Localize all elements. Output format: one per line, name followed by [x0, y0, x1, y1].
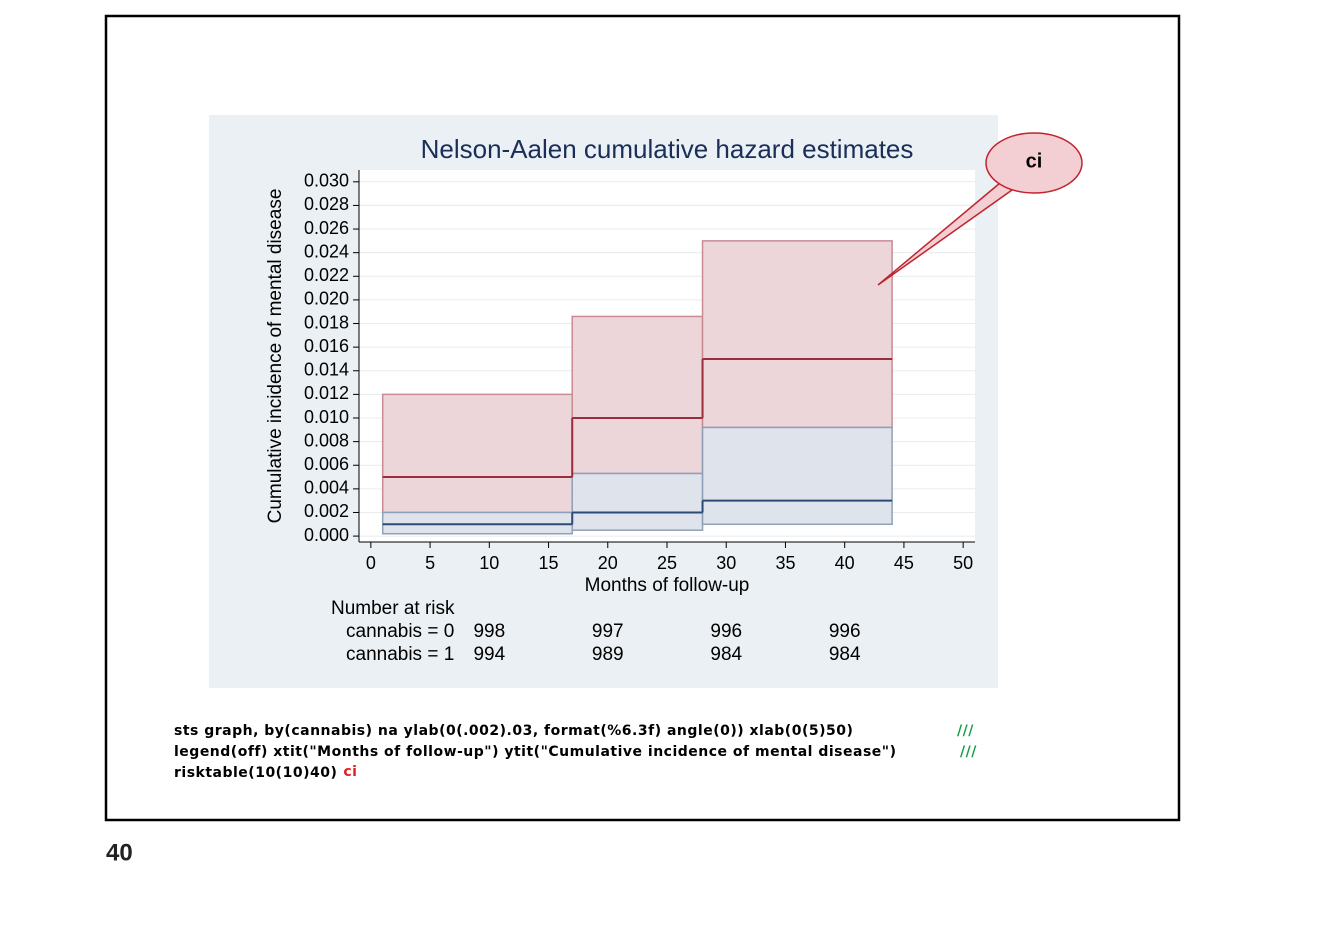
risk-value: 996 [829, 621, 861, 642]
y-tick-label: 0.022 [304, 265, 349, 285]
ci-band [701, 240, 893, 429]
y-tick-label: 0.014 [304, 360, 349, 380]
y-tick-label: 0.016 [304, 336, 349, 356]
risk-table-title: Number at risk [331, 598, 455, 619]
y-tick-label: 0.026 [304, 218, 349, 238]
code-line: risktable(10(10)40) [174, 765, 337, 781]
chart-title: Nelson-Aalen cumulative hazard estimates [421, 134, 914, 164]
risk-value: 984 [829, 644, 861, 665]
y-tick-label: 0.004 [304, 478, 349, 498]
plot [359, 181, 975, 537]
ci-band [381, 393, 573, 514]
risk-value: 989 [592, 644, 624, 665]
y-axis-label: Cumulative incidence of mental disease [265, 189, 286, 524]
risk-value: 998 [473, 621, 505, 642]
y-tick-label: 0.000 [304, 525, 349, 545]
callout-bubble [985, 132, 1083, 194]
page-number: 40 [106, 839, 133, 866]
code-block: sts graph, by(cannabis) na ylab(0(.002).… [174, 723, 977, 781]
callout: ci [877, 132, 1083, 286]
x-axis-label: Months of follow-up [585, 575, 750, 596]
ci-band [571, 315, 704, 475]
code-line: sts graph, by(cannabis) na ylab(0(.002).… [174, 723, 853, 739]
code-continuation: /// [960, 744, 977, 760]
x-tick-label: 45 [894, 553, 914, 573]
risk-value: 994 [473, 644, 505, 665]
y-tick-label: 0.030 [304, 171, 349, 191]
x-tick-label: 15 [539, 553, 559, 573]
y-tick-label: 0.006 [304, 454, 349, 474]
y-tick-label: 0.020 [304, 289, 349, 309]
ci-band [571, 472, 704, 531]
code-continuation: /// [957, 723, 974, 739]
ci-band [701, 426, 893, 526]
code-line: legend(off) xtit("Months of follow-up") … [174, 744, 896, 760]
risk-value: 997 [592, 621, 624, 642]
code-highlight: ci [343, 764, 357, 780]
callout-text: ci [1026, 150, 1043, 172]
y-tick-label: 0.024 [304, 241, 349, 261]
x-tick-label: 20 [598, 553, 618, 573]
risk-value: 984 [710, 644, 742, 665]
x-tick-label: 5 [425, 553, 435, 573]
risk-row-label: cannabis = 1 [346, 644, 454, 665]
x-tick-label: 35 [775, 553, 795, 573]
x-tick-label: 25 [657, 553, 677, 573]
risk-value: 996 [710, 621, 742, 642]
x-tick-label: 10 [479, 553, 499, 573]
ci-band [381, 511, 573, 535]
y-tick-label: 0.028 [304, 194, 349, 214]
y-tick-label: 0.002 [304, 501, 349, 521]
x-tick-label: 50 [953, 553, 973, 573]
x-tick-label: 30 [716, 553, 736, 573]
x-tick-label: 0 [366, 553, 376, 573]
y-tick-label: 0.018 [304, 312, 349, 332]
y-tick-label: 0.010 [304, 407, 349, 427]
risk-row-label: cannabis = 0 [346, 621, 454, 642]
x-tick-label: 40 [835, 553, 855, 573]
y-tick-label: 0.012 [304, 383, 349, 403]
y-tick-label: 0.008 [304, 430, 349, 450]
